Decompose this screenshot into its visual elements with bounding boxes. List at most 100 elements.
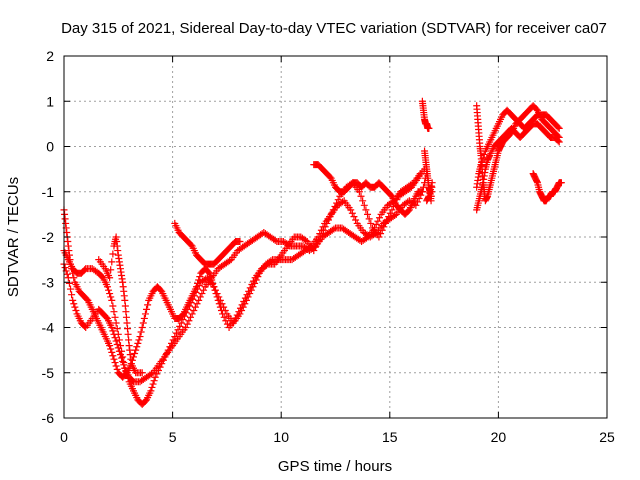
data-point [106,290,114,298]
data-point [171,333,179,341]
data-point [159,356,167,364]
data-point [418,188,426,196]
data-point [324,216,332,224]
y-axis-label: SDTVAR / TECUs [5,177,22,297]
data-point [331,202,339,210]
data-point [138,324,146,331]
data-point [112,362,120,370]
data-point [115,336,123,344]
data-point [132,346,140,354]
data-point [151,373,159,381]
data-point [113,365,121,373]
data-point [108,258,116,266]
data-point [204,268,212,276]
data-point [233,311,241,319]
data-point [339,198,347,206]
data-point [133,343,141,351]
data-point [156,363,164,371]
data-point [381,219,389,227]
data-point [106,274,114,282]
data-point [111,359,119,367]
data-point [250,277,258,285]
data-points [60,97,565,408]
y-tick-label: 0 [46,139,54,155]
y-axis-ticks: -6 -5 -4 -3 -2 -1 0 1 2 [42,48,607,426]
data-point [131,350,139,358]
y-tick-label: 2 [46,48,54,64]
data-point [140,314,148,322]
data-point [118,354,126,362]
y-tick-label: -3 [42,274,55,290]
data-point [209,279,217,287]
data-point [478,157,486,165]
data-point [226,257,234,265]
data-point [207,273,215,281]
data-point [328,209,336,217]
data-point [243,291,251,299]
x-tick-label: 15 [382,429,398,445]
data-point [248,281,256,289]
data-point [67,260,75,268]
data-point [116,342,124,350]
data-point [138,369,146,377]
data-point [479,154,487,162]
data-point [61,264,69,272]
data-point [427,185,435,193]
data-point [240,297,248,305]
data-point [147,387,155,395]
data-point [232,314,240,322]
data-point [174,326,182,334]
data-point [385,213,393,221]
data-point [383,216,391,224]
data-point [425,124,433,132]
data-point [321,223,329,231]
data-point [365,215,373,223]
data-point [380,223,388,231]
data-point [391,212,399,220]
x-tick-label: 20 [491,429,507,445]
data-point [330,225,338,233]
data-point [216,303,224,311]
data-point [357,192,365,200]
data-point [318,230,326,238]
data-point [111,334,119,342]
data-point [236,304,244,312]
data-point [143,305,151,313]
data-point [245,287,253,295]
data-point [109,327,117,335]
data-point [375,233,383,241]
data-point [118,347,126,355]
data-point [428,179,436,187]
data-point [119,353,127,361]
data-point [120,359,128,367]
data-point [193,300,201,308]
x-tick-label: 25 [599,429,615,445]
y-tick-label: 1 [46,93,54,109]
data-point [109,250,117,258]
x-tick-label: 0 [60,429,68,445]
data-point [194,279,202,287]
data-point [68,265,76,273]
data-point [153,370,161,378]
data-point [263,261,271,269]
data-point [360,201,368,209]
data-point [148,383,156,391]
x-axis-label: GPS time / hours [278,458,392,475]
data-point [112,337,120,345]
data-point [105,286,113,294]
data-point [195,276,203,284]
data-point [109,302,117,310]
data-point [70,274,78,282]
data-point [386,209,394,217]
data-point [217,307,225,315]
data-point [161,353,169,361]
data-point [367,219,375,227]
data-point [211,286,219,294]
data-point [238,301,246,309]
data-point [329,206,337,214]
data-point [352,216,360,224]
data-point [355,188,363,196]
data-point [302,236,310,244]
data-point [107,266,115,274]
data-point [108,348,116,356]
